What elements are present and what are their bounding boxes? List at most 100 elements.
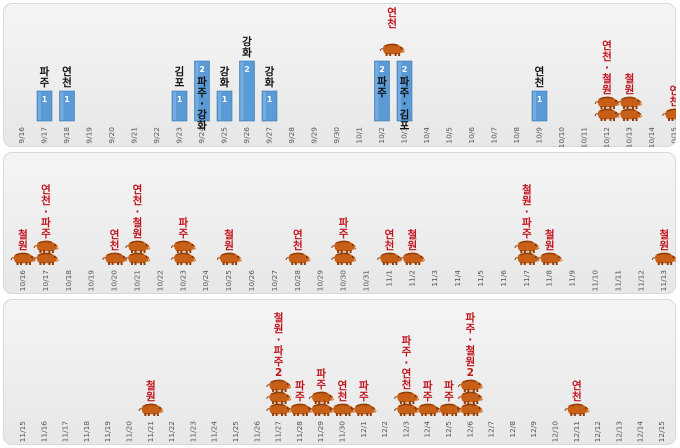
bar-label-9-23-line-0: 김 (175, 66, 185, 78)
boar-10-21-0 (125, 252, 151, 265)
timeline-chart-3: 11/15 11/16 11/17 11/18 11/19 11/20 11/21 11/22… (18, 311, 666, 443)
boar-label-12-6-line-2: · (468, 334, 472, 346)
boar-label-10-20-line-0: 연 (110, 228, 120, 241)
boar-12-3-0 (394, 403, 420, 416)
boar-label-10-21-line-3: 철 (133, 216, 143, 229)
timeline-chart-1: 9/16 9/17 9/18 9/19 9/20 9/21 9/22 9/23 9/24 9/25… (17, 6, 676, 147)
bar-value-9-26: 2 (244, 65, 250, 74)
tick-label-12-10: 12/10 (551, 421, 560, 443)
tick-label-11-29: 11/29 (316, 421, 325, 443)
boar-label-10-30-line-0: 파 (339, 216, 349, 229)
bar-label-9-24-line-2: · (200, 98, 204, 110)
tick-label-11-18: 11/18 (82, 421, 91, 443)
boar-12-6-0 (458, 403, 484, 416)
boar-label-10-12-line-3: 철 (602, 72, 612, 85)
boar-label-10-13-line-1: 원 (625, 83, 635, 96)
tick-label-9-21: 9/21 (130, 127, 139, 144)
boar-label-10-30-line-1: 주 (339, 228, 349, 240)
timeline-panel-2: 10/16 10/17 10/18 10/19 10/20 10/21 10/22 10/23… (3, 152, 676, 294)
bar-label-9-25-line-0: 강 (220, 65, 230, 78)
bar-label-10-2-line-1: 주 (377, 87, 387, 99)
boar-label-11-8-line-1: 원 (545, 239, 555, 252)
boar-label-11-7-line-2: · (525, 206, 529, 218)
bar-label-9-26-line-1: 화 (242, 46, 252, 59)
boar-10-12-0 (594, 108, 620, 121)
tick-label-10-11: 10/11 (580, 127, 589, 147)
tick-label-10-10: 10/10 (557, 127, 566, 147)
bar-label-10-9-line-1: 천 (535, 76, 545, 89)
boar-10-25-0 (216, 252, 242, 265)
boar-label-10-12-line-2: · (605, 62, 609, 74)
bar-value-9-27: 1 (267, 95, 273, 104)
bar-label-9-18-line-0: 연 (62, 65, 72, 78)
tick-label-9-19: 9/19 (85, 127, 94, 144)
tick-label-10-16: 10/16 (18, 270, 27, 292)
boar-label-10-28-line-1: 천 (293, 239, 303, 252)
bar-value-9-18: 1 (64, 95, 70, 104)
boar-11-8-0 (537, 252, 563, 265)
tick-label-10-18: 10/18 (64, 270, 73, 292)
tick-label-11-12: 11/12 (636, 270, 645, 291)
tick-label-10-29: 10/29 (316, 270, 325, 292)
tick-label-12-6: 12/6 (465, 421, 474, 438)
tick-label-9-18: 9/18 (62, 127, 71, 144)
bar-label-9-18-line-1: 천 (62, 76, 72, 89)
boar-label-11-7-line-1: 원 (522, 194, 532, 207)
tick-label-12-3: 12/3 (401, 421, 410, 438)
tick-label-10-27: 10/27 (270, 270, 279, 292)
boar-label-10-15-line-1: 천 (670, 95, 676, 108)
boar-label-11-27-line-4: 주 (274, 356, 284, 368)
boar-label-12-3-line-4: 천 (402, 378, 412, 391)
boar-label-12-3-line-1: 주 (402, 346, 412, 358)
boar-label-10-23-line-1: 주 (178, 228, 188, 240)
boar-label-11-27-line-5: 2 (275, 367, 282, 379)
tick-label-11-10: 11/10 (591, 270, 600, 292)
boar-label-11-7-line-4: 주 (522, 228, 532, 240)
boar-label-12-6-line-3: 철 (465, 344, 475, 357)
boar-label-10-17-line-2: · (44, 206, 48, 218)
tick-label-11-16: 11/16 (39, 421, 48, 443)
boar-label-12-5-line-0: 파 (444, 379, 454, 392)
boar-10-2-0 (379, 43, 406, 56)
tick-label-11-2: 11/2 (407, 270, 416, 287)
tick-label-11-4: 11/4 (453, 270, 462, 287)
boar-label-11-28-line-1: 주 (295, 391, 305, 403)
boar-label-10-20-line-1: 천 (110, 239, 120, 252)
boar-label-10-13-line-0: 철 (625, 72, 635, 85)
boar-label-10-17-line-4: 주 (41, 228, 51, 240)
boar-12-5-0 (436, 403, 462, 416)
boar-11-7-1 (514, 240, 540, 253)
boar-label-11-27-line-1: 원 (274, 322, 284, 335)
tick-label-10-8: 10/8 (512, 127, 521, 144)
boar-label-10-23-line-0: 파 (178, 216, 188, 229)
bar-value-10-2: 2 (379, 65, 385, 74)
boar-10-15-0 (662, 108, 676, 121)
tick-label-10-3: 10/3 (400, 127, 409, 144)
tick-label-11-17: 11/17 (61, 421, 70, 443)
boar-11-13-0 (651, 252, 676, 265)
boar-11-21-0 (138, 403, 164, 416)
tick-label-12-8: 12/8 (508, 421, 517, 438)
tick-label-10-6: 10/6 (467, 127, 476, 144)
boar-label-11-27-line-3: 파 (274, 344, 284, 357)
boar-10-30-0 (331, 252, 357, 265)
boar-label-12-11-line-1: 천 (572, 390, 582, 403)
bar-label-10-3-line-4: 포 (400, 120, 410, 132)
tick-label-11-26: 11/26 (252, 421, 261, 443)
boar-label-11-27-line-2: · (277, 334, 281, 346)
tick-label-9-16: 9/16 (17, 127, 26, 144)
boar-label-10-21-line-0: 연 (133, 183, 143, 196)
tick-label-12-14: 12/14 (636, 421, 645, 443)
tick-label-12-4: 12/4 (423, 421, 432, 438)
tick-label-10-2: 10/2 (377, 127, 386, 144)
boar-label-12-4-line-1: 주 (423, 391, 433, 403)
tick-label-11-7: 11/7 (522, 270, 531, 287)
bar-label-10-3-line-3: 김 (400, 109, 410, 121)
boar-11-27-2 (266, 379, 292, 392)
tick-label-11-8: 11/8 (545, 270, 554, 287)
boar-label-11-1-line-1: 천 (385, 239, 395, 252)
tick-label-10-25: 10/25 (224, 270, 233, 292)
tick-label-10-1: 10/1 (355, 127, 364, 144)
tick-label-10-22: 10/22 (155, 270, 164, 291)
bar-label-10-9-line-0: 연 (535, 65, 545, 78)
